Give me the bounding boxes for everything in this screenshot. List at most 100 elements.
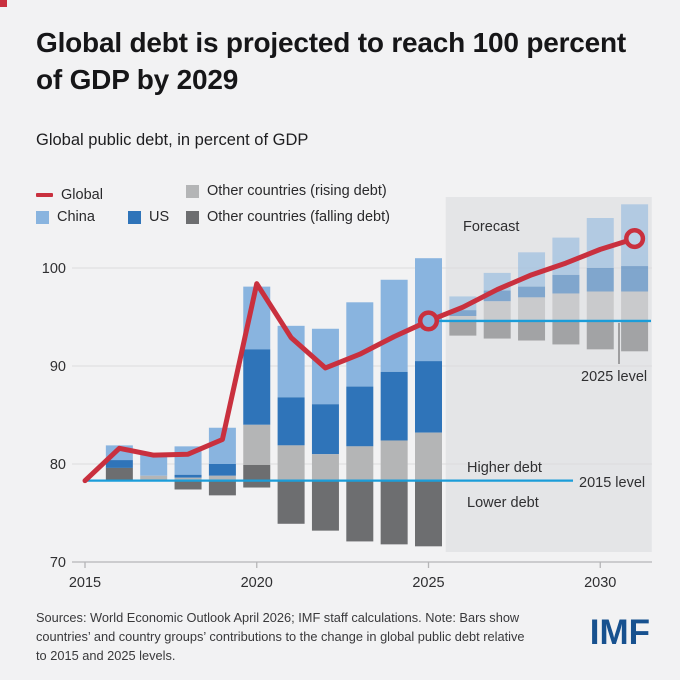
page-title-line2: of GDP by 2029	[36, 64, 239, 95]
bar-2024-us	[380, 371, 408, 441]
bar-group-2023	[346, 302, 374, 542]
bar-2025-us	[415, 361, 442, 433]
bar-group-2026	[449, 296, 477, 336]
global-line-swatch	[36, 193, 53, 197]
bar-2020-other_falling	[243, 464, 271, 488]
bar-2024-china	[380, 279, 408, 372]
bar-2030-other_rising	[586, 291, 614, 321]
bar-2022-other_rising	[311, 454, 339, 481]
bar-2017-other_rising	[140, 475, 168, 481]
y-tick-label-100: 100	[42, 261, 66, 277]
legend-label-other-rising: Other countries (rising debt)	[207, 183, 387, 199]
legend-label-global: Global	[61, 187, 103, 203]
bar-2028-other_rising	[518, 297, 546, 321]
level-2015-label: 2015 level	[579, 475, 645, 491]
bar-2027-other_rising	[483, 301, 511, 321]
bar-2023-other_rising	[346, 446, 374, 481]
forecast-region	[445, 197, 652, 552]
bar-group-2024	[380, 279, 408, 545]
bar-2024-other_rising	[380, 440, 408, 481]
higher-debt-label: Higher debt	[467, 460, 542, 476]
bar-2021-other_rising	[277, 445, 305, 481]
bar-2021-other_falling	[277, 480, 305, 524]
bar-2022-us	[311, 404, 339, 455]
bar-group-2018	[174, 446, 202, 490]
other-rising-swatch	[186, 184, 199, 198]
bar-group-2017	[140, 454, 168, 481]
lower-debt-label: Lower debt	[467, 495, 539, 511]
bar-group-2031	[621, 204, 649, 352]
bar-group-2021	[277, 325, 305, 524]
bar-2029-other_rising	[552, 293, 580, 321]
bar-2029-other_falling	[552, 320, 580, 345]
bar-2026-china	[449, 296, 477, 311]
bar-2018-other_falling	[174, 480, 202, 490]
corner-accent-mark	[0, 0, 7, 7]
bar-2021-us	[277, 397, 305, 446]
bar-group-2030	[586, 218, 614, 350]
bar-2031-us	[621, 266, 649, 292]
us-swatch	[128, 210, 141, 224]
y-tick-label-80: 80	[50, 457, 66, 473]
bar-2020-other_rising	[243, 424, 271, 465]
level-2025-label: 2025 level	[581, 369, 647, 385]
bar-group-2025	[415, 258, 442, 547]
legend-item-other-rising: Other countries (rising debt)	[186, 183, 387, 199]
bar-2027-us	[483, 290, 511, 302]
bar-2028-other_falling	[518, 320, 546, 341]
bar-2029-us	[552, 274, 580, 294]
bar-2020-us	[243, 349, 271, 425]
bar-2026-other_rising	[449, 316, 477, 321]
bar-2017-china	[140, 454, 168, 476]
other-falling-swatch	[186, 210, 199, 224]
bar-2023-other_falling	[346, 480, 374, 542]
bar-2024-other_falling	[380, 480, 408, 545]
bar-2026-other_falling	[449, 320, 477, 336]
bar-2031-other_falling	[621, 320, 649, 352]
china-swatch	[36, 210, 49, 224]
bar-2025-china	[415, 258, 442, 362]
bar-2027-other_falling	[483, 320, 511, 339]
legend-item-china: China	[36, 209, 95, 225]
global-debt-line	[82, 236, 638, 484]
bar-2025-other_rising	[415, 432, 442, 481]
x-tick-label-2030: 2030	[584, 575, 616, 591]
bar-group-2029	[552, 237, 580, 345]
y-tick-label-70: 70	[50, 555, 66, 571]
marker-2031	[624, 228, 646, 250]
bar-2018-other_rising	[174, 477, 202, 481]
bar-2025-other_falling	[415, 480, 442, 547]
bar-2023-us	[346, 386, 374, 447]
x-tick-label-2015: 2015	[69, 575, 101, 591]
legend-item-other-falling: Other countries (falling debt)	[186, 209, 390, 225]
bar-2031-other_rising	[621, 291, 649, 321]
x-tick-label-2020: 2020	[241, 575, 273, 591]
chart-subtitle: Global public debt, in percent of GDP	[36, 131, 309, 149]
legend-label-other-falling: Other countries (falling debt)	[207, 209, 390, 225]
bar-group-2027	[483, 272, 511, 339]
page-title-line1: Global debt is projected to reach 100 pe…	[36, 27, 627, 58]
bar-2018-us	[174, 474, 202, 478]
source-note: Sources: World Economic Outlook April 20…	[36, 610, 525, 664]
forecast-label: Forecast	[463, 219, 519, 235]
bar-2016-us	[105, 460, 133, 468]
legend-item-us: US	[128, 209, 169, 225]
bar-2030-us	[586, 268, 614, 292]
marker-2025	[417, 310, 440, 332]
page-title: Global debt is projected to reach 100 pe…	[36, 24, 652, 98]
legend-item-global: Global	[36, 187, 103, 203]
bar-group-2028	[518, 252, 546, 341]
legend-label-us: US	[149, 209, 170, 225]
legend-label-china: China	[57, 209, 95, 225]
bar-2022-other_falling	[311, 480, 339, 531]
bar-2028-us	[518, 286, 546, 298]
bar-2030-china	[586, 218, 614, 268]
bar-2026-us	[449, 310, 477, 317]
bar-2019-other_rising	[208, 475, 236, 481]
bar-2016-other_falling	[105, 467, 133, 481]
bar-2019-us	[208, 464, 236, 476]
imf-logo: IMF	[589, 613, 650, 652]
y-tick-label-90: 90	[50, 359, 66, 375]
bar-2029-china	[552, 237, 580, 275]
